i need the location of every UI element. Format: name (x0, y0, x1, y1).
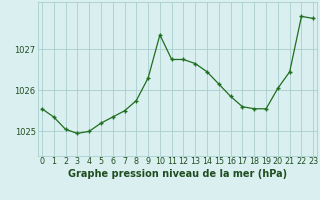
X-axis label: Graphe pression niveau de la mer (hPa): Graphe pression niveau de la mer (hPa) (68, 169, 287, 179)
